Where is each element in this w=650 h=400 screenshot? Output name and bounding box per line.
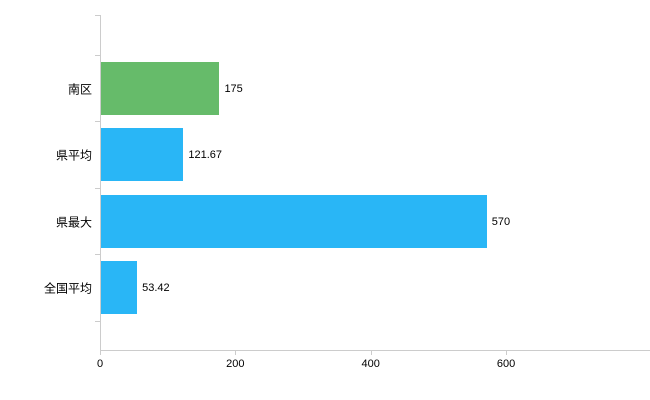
bar-national-average[interactable] <box>101 261 138 314</box>
bar-row: 南区 175 <box>68 62 650 115</box>
bar-prefecture-max[interactable] <box>101 195 487 248</box>
y-axis-line <box>100 15 101 350</box>
y-axis-tick <box>95 55 100 56</box>
category-label: 南区 <box>67 82 92 96</box>
bar-row: 全国平均 53.42 <box>44 261 650 314</box>
bar-row: 県最大 570 <box>56 195 650 248</box>
tick-label: 400 <box>361 358 380 370</box>
category-label: 全国平均 <box>43 281 92 295</box>
tick-mark <box>506 350 508 355</box>
bar-minamiku[interactable] <box>101 62 220 115</box>
category-label: 県最大 <box>55 215 92 229</box>
y-axis-tick <box>95 15 100 16</box>
y-axis-tick <box>95 321 100 322</box>
bar-row: 県平均 121.67 <box>56 128 650 181</box>
tick-label: 600 <box>496 358 516 370</box>
x-axis-line <box>100 350 650 351</box>
y-axis-tick <box>95 121 100 122</box>
value-label: 121.67 <box>188 148 222 161</box>
tick-mark <box>370 350 372 355</box>
value-label: 53.42 <box>142 281 170 294</box>
y-axis-tick <box>95 188 100 189</box>
tick-mark <box>235 350 237 355</box>
tick-label: 200 <box>226 358 245 370</box>
tick-mark <box>100 350 101 355</box>
category-label: 県平均 <box>55 148 92 162</box>
value-label: 570 <box>491 215 511 228</box>
tick-label: 0 <box>96 358 104 370</box>
y-axis-tick <box>95 254 100 255</box>
x-axis-ticks: 0 200 400 600 <box>96 350 650 380</box>
bar-prefecture-average[interactable] <box>101 128 184 181</box>
value-label: 175 <box>224 82 243 95</box>
